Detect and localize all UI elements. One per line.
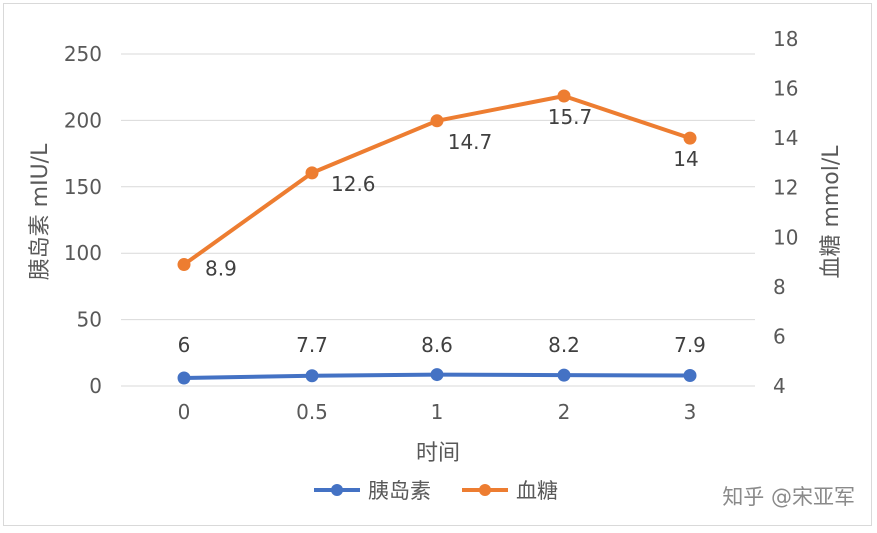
right-tick-label: 16	[773, 77, 798, 101]
data-label: 14.7	[448, 130, 493, 154]
data-label: 7.9	[674, 333, 706, 357]
data-point	[557, 368, 571, 382]
legend-item-insulin: 胰岛素	[314, 479, 431, 503]
watermark: 知乎 @宋亚军	[722, 485, 855, 509]
data-point	[430, 368, 444, 382]
right-tick-label: 4	[773, 374, 786, 398]
data-point	[305, 166, 319, 180]
series-insulin: 6 7.7 8.6 8.2 7.9	[177, 333, 706, 385]
legend-label-insulin: 胰岛素	[368, 479, 431, 503]
left-tick-label: 200	[64, 108, 102, 132]
x-axis-title: 时间	[416, 441, 460, 466]
data-label: 8.2	[548, 333, 580, 357]
series-glucose: 8.9 12.6 14.7 15.7 14	[177, 89, 699, 281]
left-tick-label: 250	[64, 42, 102, 66]
left-axis-ticks: 0 50 100 150 200 250	[64, 42, 102, 398]
left-tick-label: 0	[89, 374, 102, 398]
data-label: 8.9	[205, 257, 237, 281]
left-tick-label: 150	[64, 175, 102, 199]
x-tick-label: 3	[684, 400, 697, 424]
legend: 胰岛素 血糖	[314, 479, 558, 503]
right-axis-ticks: 4 6 8 10 12 14 16 18	[773, 27, 798, 398]
x-tick-label: 2	[558, 400, 571, 424]
right-tick-label: 8	[773, 275, 786, 299]
right-tick-label: 6	[773, 324, 786, 348]
right-axis-title: 血糖 mmol/L	[819, 145, 844, 279]
data-label: 8.6	[421, 333, 453, 357]
x-axis-ticks: 0 0.5 1 2 3	[178, 400, 697, 424]
x-tick-label: 1	[431, 400, 444, 424]
series-layer: 6 7.7 8.6 8.2 7.9 8.9 12.6 14.7 15.7 14	[177, 89, 706, 385]
data-point	[683, 369, 697, 383]
data-point	[177, 258, 191, 272]
left-axis-title: 胰岛素 mIU/L	[28, 143, 53, 280]
left-tick-label: 50	[77, 308, 102, 332]
data-point	[683, 131, 697, 145]
x-tick-label: 0.5	[296, 400, 328, 424]
chart-frame	[3, 3, 872, 526]
data-label: 7.7	[296, 333, 328, 357]
right-tick-label: 14	[773, 126, 798, 150]
x-tick-label: 0	[178, 400, 191, 424]
right-tick-label: 12	[773, 176, 798, 200]
data-point	[177, 371, 191, 385]
legend-item-glucose: 血糖	[462, 479, 558, 503]
legend-label-glucose: 血糖	[516, 479, 558, 503]
data-label: 15.7	[548, 105, 593, 129]
right-tick-label: 10	[773, 225, 798, 249]
data-point	[557, 89, 571, 103]
data-label: 6	[178, 333, 191, 357]
data-point	[305, 369, 319, 383]
data-label: 14	[673, 147, 698, 171]
right-tick-label: 18	[773, 27, 798, 51]
left-tick-label: 100	[64, 241, 102, 265]
data-label: 12.6	[331, 172, 376, 196]
data-point	[430, 114, 444, 128]
